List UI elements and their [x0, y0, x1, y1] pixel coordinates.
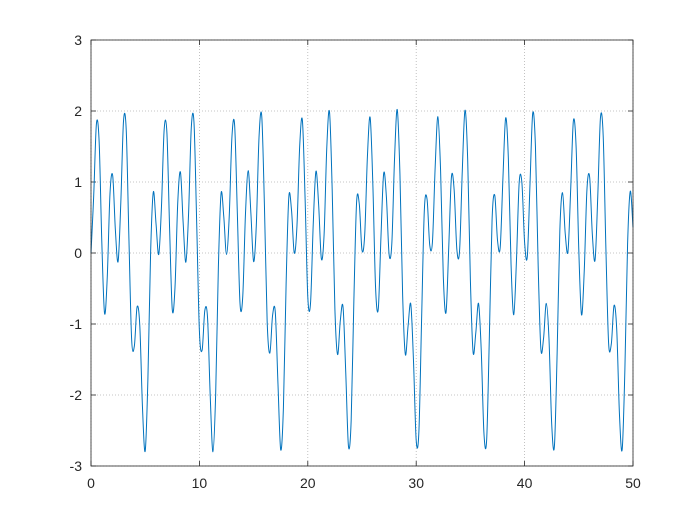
x-tick-label: 50: [625, 475, 641, 491]
y-tick-label: 1: [74, 174, 82, 190]
y-tick-label: 0: [74, 245, 82, 261]
y-tick-label: 2: [74, 103, 82, 119]
axes-box: [90, 39, 634, 467]
data-line: [90, 109, 634, 453]
x-tick-label: 10: [192, 475, 208, 491]
y-tick-label: -3: [70, 458, 83, 474]
plot-area: [91, 40, 633, 466]
x-tick-label: 0: [87, 475, 95, 491]
x-tick-label: 40: [517, 475, 533, 491]
y-tick-label: 3: [74, 32, 82, 48]
y-tick-label: -1: [70, 316, 83, 332]
y-tick-label: -2: [70, 387, 83, 403]
x-tick-label: 30: [408, 475, 424, 491]
x-tick-label: 20: [300, 475, 316, 491]
